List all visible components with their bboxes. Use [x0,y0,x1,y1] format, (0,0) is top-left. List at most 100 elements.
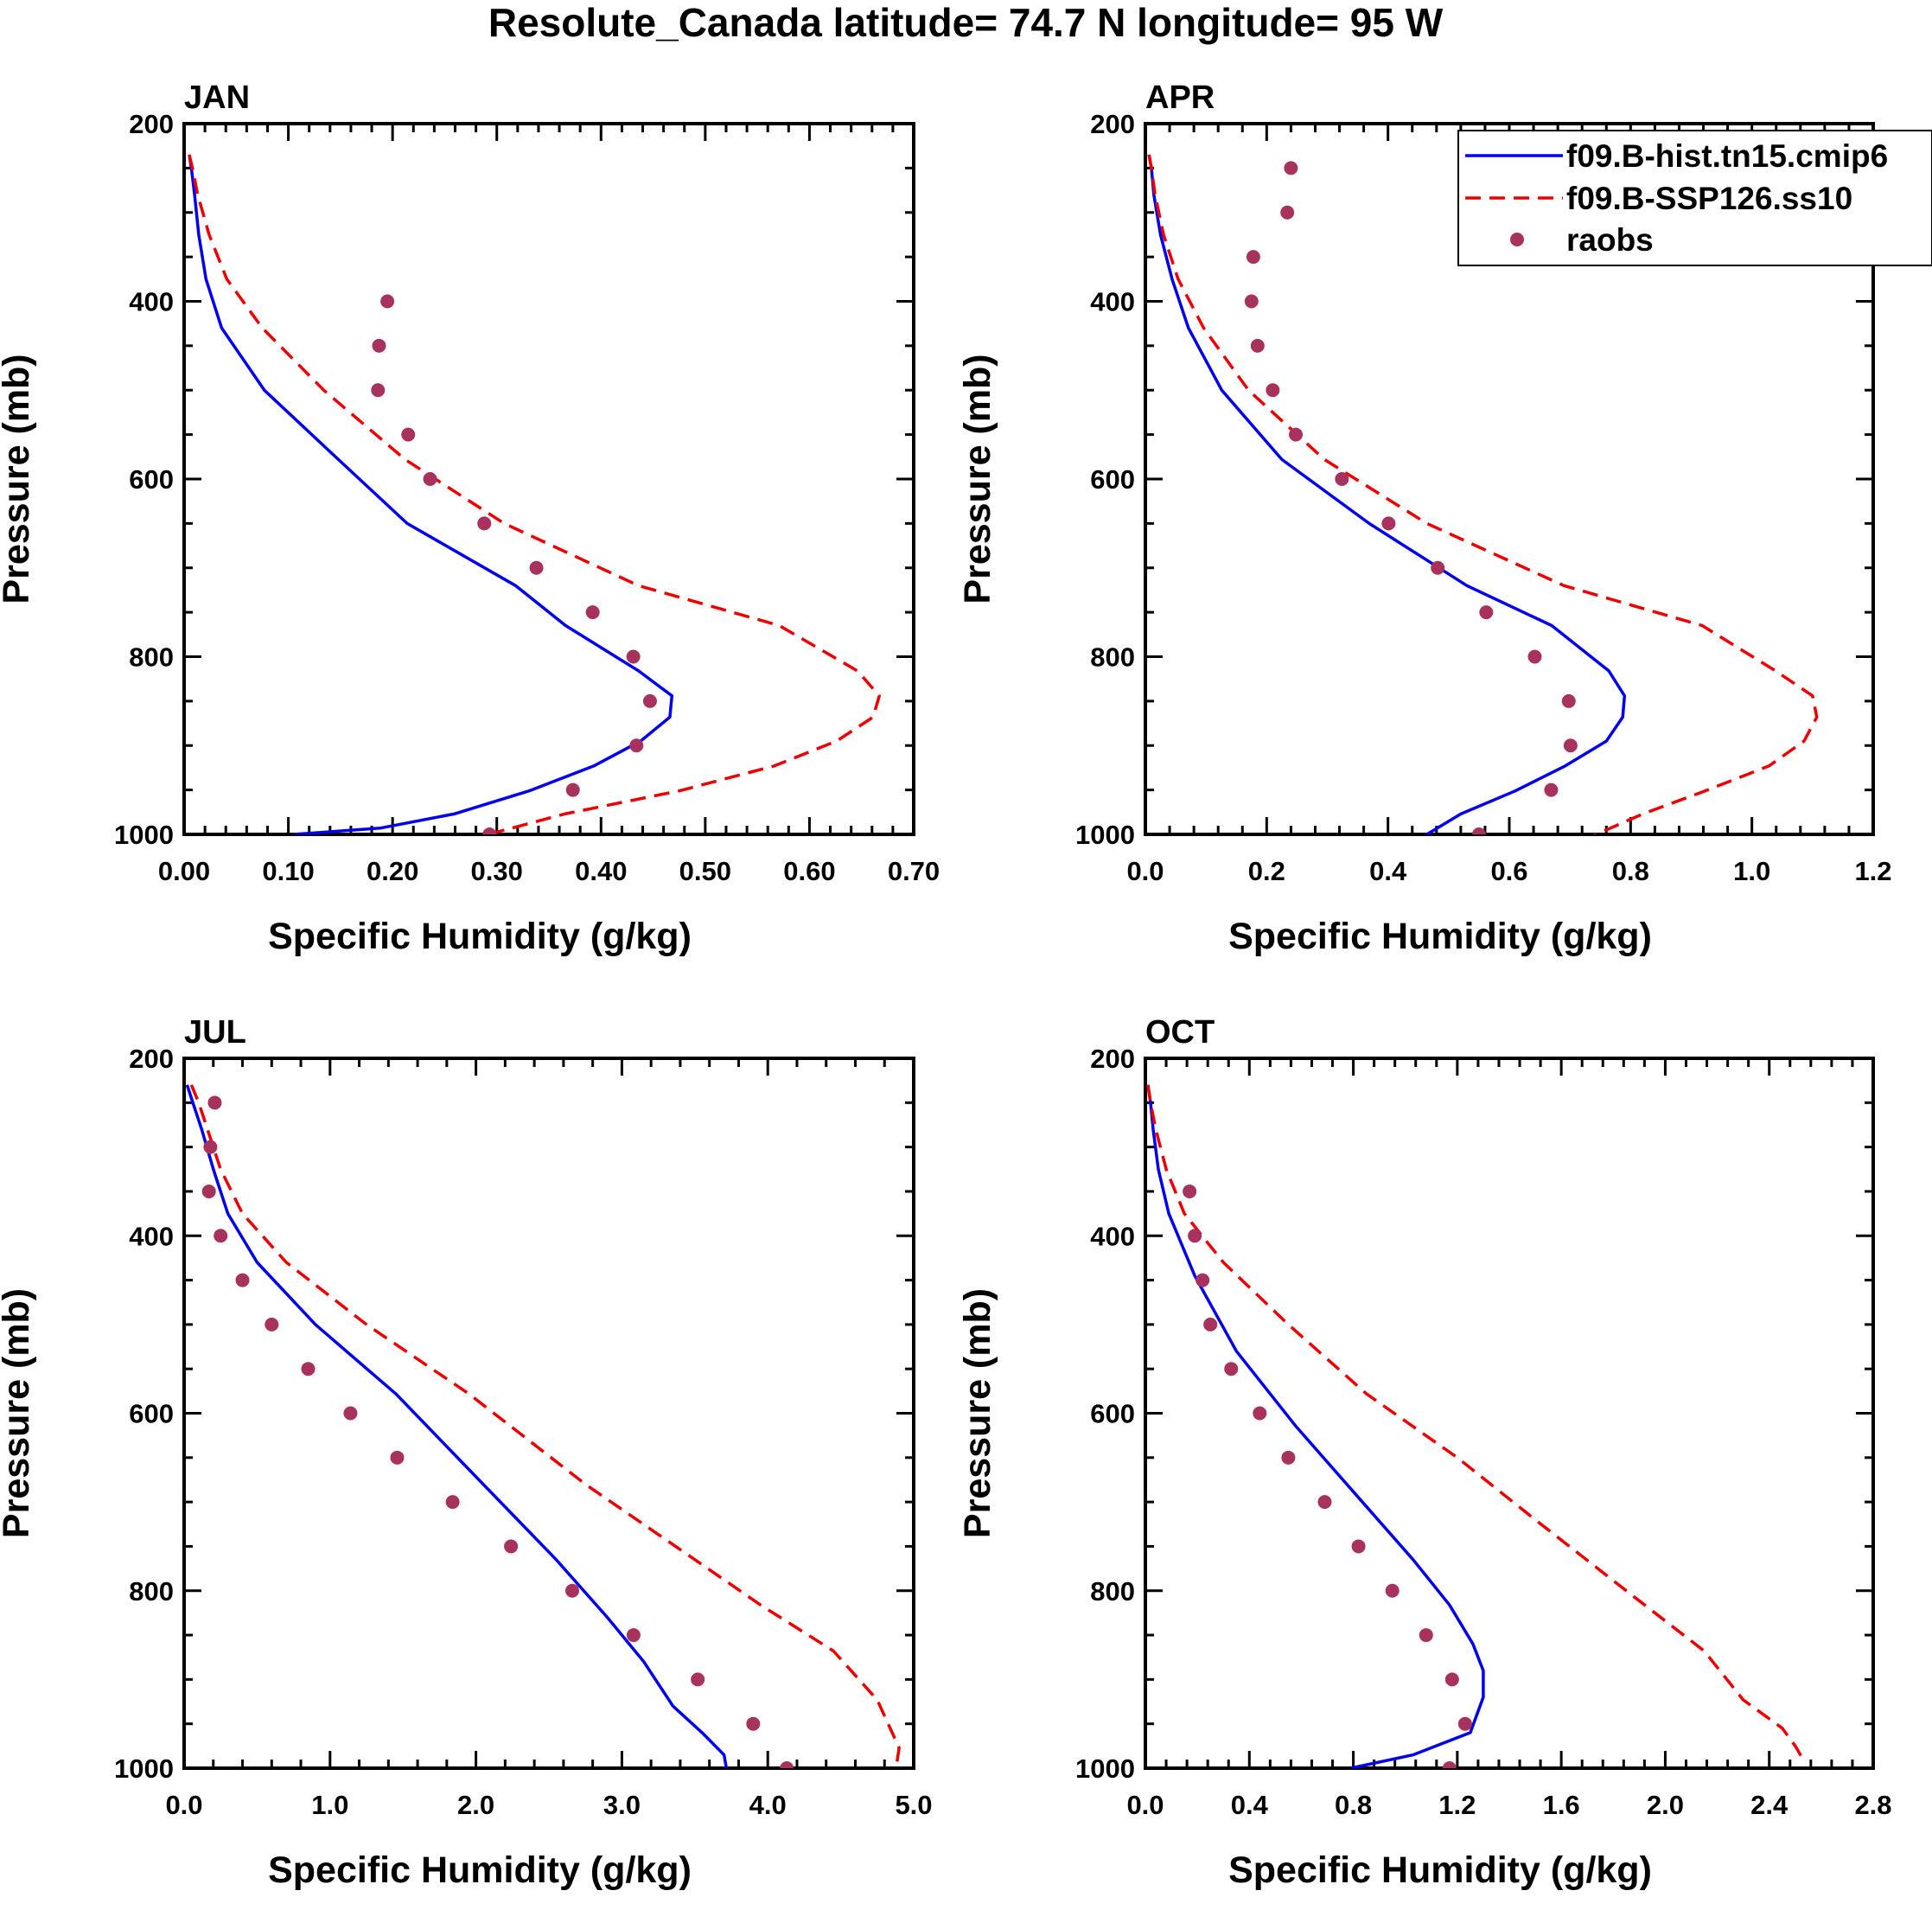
raobs-point [214,1229,228,1243]
raobs-point [1431,560,1445,575]
x-tick-label: 1.0 [1733,856,1770,886]
x-tick-label: 0.60 [783,856,835,886]
series-group [1146,1084,1805,1768]
raobs-point [203,1140,218,1154]
raobs-point [401,427,416,442]
raobs-point [1457,1716,1472,1731]
y-tick-label: 800 [1090,1576,1135,1606]
x-tick-label: 4.0 [749,1790,787,1820]
panel-label: APR [1145,80,1215,116]
raobs-point [565,1583,580,1598]
raobs-point [1317,1495,1332,1510]
raobs-point [1253,1406,1267,1421]
raobs-point [629,738,644,753]
y-tick-label: 600 [129,464,174,495]
x-tick-label: 0.8 [1612,856,1649,886]
y-tick-label: 200 [1090,1044,1135,1074]
x-tick-label: 0.2 [1248,856,1285,886]
raobs-point [1479,605,1494,620]
series-line-f09-b-ssp126-ss10 [189,1084,901,1768]
series-line-f09-b-hist-tn15-cmip6 [1146,1084,1485,1768]
x-axis-title: Specific Humidity (g/kg) [1228,916,1652,957]
raobs-point [529,560,544,575]
series-line-f09-b-ssp126-ss10 [188,154,881,834]
y-axis: 200 400 600 800 1000 [114,1044,914,1784]
series-line-f09-b-ssp126-ss10 [1146,1084,1805,1760]
legend-box [1457,130,1932,266]
raobs-point [626,1628,641,1643]
y-axis: 200 400 600 800 1000 [1075,109,1873,850]
raobs-point [691,1672,705,1687]
x-axis: 0.0 0.2 0.4 0.6 0.8 1.0 1.2 [1126,124,1892,886]
raobs-point [1335,472,1349,486]
x-tick-label: 1.6 [1543,1790,1580,1820]
y-tick-label: 800 [129,642,174,673]
x-tick-label: 0.6 [1490,856,1527,886]
raobs-point [504,1539,519,1554]
y-axis-title: Pressure (mb) [0,354,37,604]
y-tick-label: 400 [129,1221,174,1251]
y-axis-title: Pressure (mb) [957,1288,998,1538]
raobs-point [1250,338,1265,353]
y-tick-label: 400 [1090,287,1135,317]
raobs-point [585,605,600,620]
series-group [188,154,881,834]
raobs-point [207,1095,222,1110]
raobs-point [780,1761,794,1768]
raobs-point [746,1716,761,1731]
series-group [1147,154,1819,834]
y-tick-label: 200 [1090,109,1135,139]
x-tick-label: 0.70 [888,856,940,886]
y-tick-label: 200 [129,1044,174,1074]
raobs-point [235,1273,250,1287]
legend-entry-f09-b-ssp126-ss10: f09.B-SSP126.ss10 [1465,181,1852,216]
y-tick-label: 600 [129,1399,174,1429]
y-tick-label: 1000 [114,1753,174,1784]
x-tick-label: 0.00 [158,856,210,886]
raobs-point [565,782,580,797]
y-tick-label: 400 [1090,1221,1135,1251]
legend-entry-raobs: raobs [1510,222,1654,258]
raobs-point [372,338,386,353]
x-tick-label: 2.0 [1647,1790,1684,1820]
series-group [185,1084,901,1768]
x-axis-title: Specific Humidity (g/kg) [1228,1849,1652,1891]
x-tick-label: 0.8 [1335,1790,1372,1820]
raobs-point [201,1184,216,1198]
series-line-f09-b-hist-tn15-cmip6 [185,1084,729,1768]
raobs-point [1188,1229,1202,1243]
legend-label: raobs [1566,222,1654,258]
raobs-point [1289,427,1304,442]
panel-apr: APR 0.0 0.2 0.4 0.6 0.8 1.0 1.2 200 400 600 800 1000… [957,80,1892,957]
y-tick-label: 200 [129,109,174,139]
panel-label: OCT [1145,1014,1215,1051]
legend-label: f09.B-SSP126.ss10 [1566,181,1852,216]
raobs-point [1419,1628,1433,1643]
raobs-point [301,1362,316,1376]
raobs-point [1196,1273,1210,1287]
x-tick-label: 0.40 [575,856,627,886]
x-tick-label: 1.0 [311,1790,348,1820]
series-line-f09-b-hist-tn15-cmip6 [188,154,674,834]
raobs-point [423,472,437,486]
raobs-point [1203,1317,1218,1332]
raobs-point [343,1406,358,1421]
y-tick-label: 400 [129,287,174,317]
figure-title: Resolute_Canada latitude= 74.7 N longitu… [488,0,1444,45]
panel-jul: JUL 0.0 1.0 2.0 3.0 4.0 5.0 200 400 600 800 1000 Spe… [0,1014,933,1891]
x-axis: 0.0 1.0 2.0 3.0 4.0 5.0 [165,1058,933,1820]
x-tick-label: 5.0 [895,1790,932,1820]
y-tick-label: 800 [129,1576,174,1606]
x-axis: 0.0 0.4 0.8 1.2 1.6 2.0 2.4 2.8 [1126,1058,1892,1820]
raobs-point [1280,205,1295,220]
raobs-point [1385,1583,1400,1598]
legend-entry-f09-b-hist-tn15-cmip6: f09.B-hist.tn15.cmip6 [1465,138,1888,174]
raobs-point [371,383,386,398]
x-tick-label: 0.0 [1126,1790,1164,1820]
legend-marker [1510,233,1524,246]
x-tick-label: 0.4 [1231,1790,1269,1820]
panel-jan: JAN 0.00 0.10 0.20 0.30 0.40 0.50 0.60 0.70 200 40… [0,80,940,957]
x-tick-label: 0.0 [1126,856,1164,886]
raobs-point [1284,161,1298,176]
